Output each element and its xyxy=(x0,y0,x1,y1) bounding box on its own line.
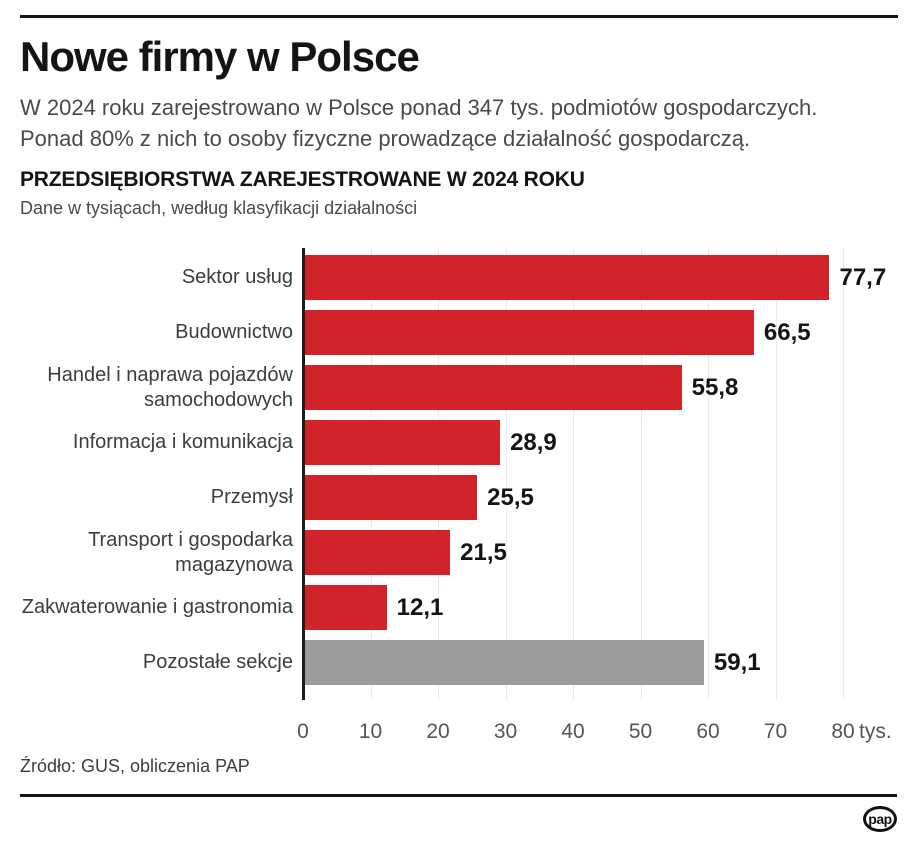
y-axis-line xyxy=(302,248,305,700)
bar xyxy=(305,475,478,520)
gridline xyxy=(640,248,642,700)
x-axis-tick-label: 70 xyxy=(763,720,788,743)
bar xyxy=(305,640,704,685)
x-axis-tick-label: 80 xyxy=(831,720,855,743)
subtitle-line-1: W 2024 roku zarejestrowano w Polsce pona… xyxy=(20,95,818,120)
gridline xyxy=(843,248,844,700)
category-label-line: Sektor usług xyxy=(181,266,293,288)
bar xyxy=(305,310,754,355)
x-axis-tick-label: 30 xyxy=(493,720,518,743)
value-label: 21,5 xyxy=(460,539,507,566)
gridline xyxy=(370,248,372,700)
bar-row: Sektor usług 77,7 xyxy=(0,255,915,300)
bar-row: Informacja i komunikacja 28,9 xyxy=(0,420,915,465)
category-label-line: Handel i naprawa pojazdów xyxy=(47,363,293,386)
category-label: Zakwaterowanie i gastronomia xyxy=(0,585,293,630)
bar-row: Zakwaterowanie i gastronomia 12,1 xyxy=(0,585,915,630)
value-label: 25,5 xyxy=(487,484,534,511)
bar-row: Pozostałe sekcje 59,1 xyxy=(0,640,915,685)
chart-subtitle: Dane w tysiącach, według klasyfikacji dz… xyxy=(20,198,418,218)
category-label-line: Informacja i komunikacja xyxy=(72,431,293,453)
category-label-line: Transport i gospodarka xyxy=(88,528,293,551)
x-axis-tick-label: 10 xyxy=(358,720,383,743)
gridline xyxy=(775,248,777,700)
bar-row: Przemysł 25,5 xyxy=(0,475,915,520)
value-label: 28,9 xyxy=(510,429,557,456)
pap-logo: pap xyxy=(863,806,897,832)
x-axis-tick-label: 60 xyxy=(696,720,720,743)
x-axis-unit-label: tys. xyxy=(859,720,892,743)
category-label: Transport i gospodarka magazynowa xyxy=(0,528,293,576)
gridline xyxy=(573,248,574,700)
category-label: Sektor usług xyxy=(0,255,293,300)
category-label: Przemysł xyxy=(0,475,293,520)
bar xyxy=(305,420,501,465)
bar-row: Handel i naprawa pojazdów samochodowych 55… xyxy=(0,363,915,411)
x-axis-tick-label: 20 xyxy=(426,720,450,743)
x-axis-tick-label: 50 xyxy=(628,720,653,743)
value-label: 66,5 xyxy=(763,319,811,346)
x-axis-tick-label: 40 xyxy=(561,720,585,743)
category-label-line: magazynowa xyxy=(175,553,293,576)
bar xyxy=(305,365,682,410)
category-label: Pozostałe sekcje xyxy=(0,640,293,685)
bottom-rule xyxy=(20,794,897,797)
bar xyxy=(305,255,830,300)
page-subtitle: W 2024 roku zarejestrowano w Polsce pona… xyxy=(20,92,817,154)
value-label: 12,1 xyxy=(396,594,444,621)
value-label: 55,8 xyxy=(691,374,739,401)
category-label-line: Przemysł xyxy=(210,486,293,508)
source-note: Źródło: GUS, obliczenia PAP xyxy=(20,756,250,776)
category-label: Informacja i komunikacja xyxy=(0,420,293,465)
value-label: 59,1 xyxy=(713,649,761,676)
bar-row: Transport i gospodarka magazynowa 21,5 xyxy=(0,528,915,576)
gridline xyxy=(708,248,709,700)
category-label-line: samochodowych xyxy=(144,388,293,411)
subtitle-line-2: Ponad 80% z nich to osoby fizyczne prowa… xyxy=(20,126,751,151)
category-label-line: Pozostałe sekcje xyxy=(142,651,293,673)
category-label-line: Zakwaterowanie i gastronomia xyxy=(21,596,293,618)
category-label: Budownictwo xyxy=(0,310,293,355)
x-axis-tick-label: 0 xyxy=(297,720,309,743)
category-label: Handel i naprawa pojazdów samochodowych xyxy=(0,363,293,411)
gridline xyxy=(505,248,507,700)
chart-title: PRZEDSIĘBIORSTWA ZAREJESTROWANE W 2024 R… xyxy=(20,168,585,191)
bar xyxy=(305,585,387,630)
top-rule xyxy=(20,15,898,18)
gridline xyxy=(438,248,439,700)
pap-logo-text: pap xyxy=(868,811,892,827)
bar-row: Budownictwo 66,5 xyxy=(0,310,915,355)
category-label-line: Budownictwo xyxy=(175,321,293,343)
bar xyxy=(305,530,451,575)
value-label: 77,7 xyxy=(839,264,887,291)
page-title: Nowe firmy w Polsce xyxy=(20,33,420,80)
